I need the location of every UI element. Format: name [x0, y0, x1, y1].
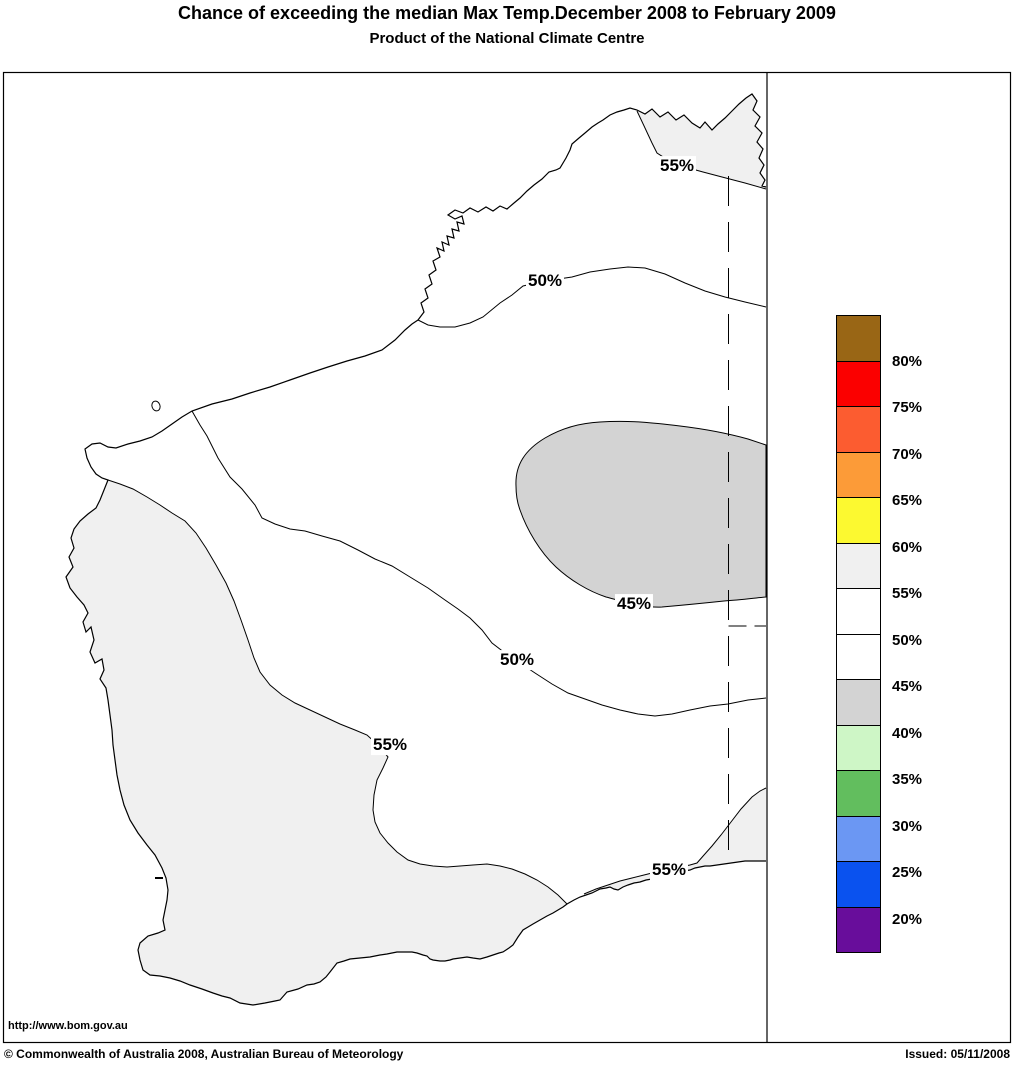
- legend-label: 75%: [892, 399, 923, 416]
- copyright-text: © Commonwealth of Australia 2008, Austra…: [4, 1047, 404, 1061]
- legend-label: 50%: [892, 631, 923, 649]
- legend-label: 65%: [892, 492, 923, 509]
- shaded-region-southwest: [66, 480, 567, 1005]
- contour-label: 55%: [370, 735, 410, 755]
- legend-swatch: [836, 406, 881, 453]
- legend-label: 80%: [892, 352, 923, 370]
- legend-label: 25%: [892, 864, 923, 881]
- legend-swatch: [836, 815, 881, 862]
- legend-swatch: [836, 861, 881, 908]
- legend-swatch: [836, 451, 881, 498]
- page-title: Chance of exceeding the median Max Temp.…: [178, 3, 836, 23]
- legend-swatch: [836, 497, 881, 544]
- contour-50-lower: [191, 410, 767, 717]
- legend-label: 55%: [892, 585, 923, 602]
- legend-swatch: [836, 770, 881, 817]
- contour-label: 50%: [497, 650, 537, 670]
- legend-swatch: [836, 315, 881, 362]
- legend-swatch: [836, 360, 881, 407]
- contour-55-southeast: [583, 787, 767, 895]
- legend-label: 70%: [892, 445, 923, 463]
- legend-label: 35%: [892, 771, 923, 788]
- issued-date: Issued: 05/11/2008: [905, 1047, 1010, 1061]
- bom-url: http://www.bom.gov.au: [8, 1020, 128, 1032]
- legend-swatch: [836, 542, 881, 589]
- contour-label: 55%: [657, 156, 697, 176]
- page-subtitle: Product of the National Climate Centre: [369, 30, 645, 47]
- coastline: [65, 93, 767, 1006]
- legend: [836, 315, 881, 953]
- legend-swatch: [836, 679, 881, 726]
- island-icon: [151, 400, 161, 412]
- legend-label: 30%: [892, 817, 923, 835]
- legend-swatch: [836, 724, 881, 771]
- legend-label: 60%: [892, 538, 923, 556]
- contour-label: 55%: [649, 860, 689, 880]
- contour-label: 50%: [525, 271, 565, 291]
- shaded-region-north: [637, 94, 766, 189]
- contour-label: 45%: [614, 594, 654, 614]
- legend-label: 40%: [892, 724, 923, 742]
- legend-label: 20%: [892, 910, 923, 928]
- legend-swatch: [836, 588, 881, 635]
- legend-label: 45%: [892, 678, 923, 695]
- contour-50-upper: [417, 266, 767, 328]
- shaded-region-40-45: [515, 420, 767, 608]
- map-frame: [2, 71, 1012, 1044]
- legend-swatch: [836, 633, 881, 680]
- legend-swatch: [836, 906, 881, 953]
